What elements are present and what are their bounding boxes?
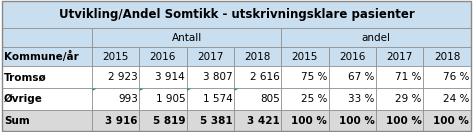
Polygon shape: [235, 89, 239, 91]
Bar: [281, 47, 329, 66]
Bar: [139, 88, 186, 110]
Bar: [376, 88, 423, 110]
Bar: [376, 110, 423, 131]
Text: andel: andel: [361, 33, 390, 43]
Text: Øvrige: Øvrige: [4, 94, 43, 104]
Polygon shape: [187, 89, 191, 91]
Text: 2017: 2017: [197, 52, 223, 62]
Polygon shape: [140, 89, 144, 91]
Text: 24 %: 24 %: [443, 94, 469, 104]
Bar: [139, 110, 186, 131]
Text: 100 %: 100 %: [433, 116, 469, 126]
Bar: [423, 66, 471, 88]
Bar: [186, 47, 234, 66]
Bar: [139, 47, 186, 66]
Text: 5 381: 5 381: [200, 116, 233, 126]
Text: 2016: 2016: [339, 52, 366, 62]
Text: 2015: 2015: [102, 52, 129, 62]
Text: 2018: 2018: [434, 52, 460, 62]
Bar: [329, 110, 376, 131]
Bar: [423, 88, 471, 110]
Bar: [234, 110, 281, 131]
Text: 100 %: 100 %: [339, 116, 375, 126]
Bar: [376, 66, 423, 88]
Text: 2018: 2018: [245, 52, 271, 62]
Text: 3 916: 3 916: [105, 116, 138, 126]
Text: 2017: 2017: [386, 52, 413, 62]
Bar: [234, 88, 281, 110]
Bar: [234, 47, 281, 66]
Text: 993: 993: [118, 94, 138, 104]
Text: Antall: Antall: [171, 33, 201, 43]
Bar: [139, 66, 186, 88]
Text: Tromsø: Tromsø: [4, 72, 47, 82]
Bar: [281, 28, 471, 47]
Text: 2015: 2015: [292, 52, 318, 62]
Bar: [186, 88, 234, 110]
Bar: [329, 66, 376, 88]
Bar: [92, 88, 139, 110]
Text: 2 616: 2 616: [250, 72, 280, 82]
Polygon shape: [92, 89, 96, 91]
Text: 75 %: 75 %: [301, 72, 327, 82]
Text: 3 807: 3 807: [203, 72, 233, 82]
Bar: [186, 66, 234, 88]
Bar: [2, 47, 92, 66]
Bar: [423, 110, 471, 131]
Bar: [2, 28, 92, 47]
Text: 100 %: 100 %: [386, 116, 422, 126]
Text: 67 %: 67 %: [348, 72, 375, 82]
Bar: [2, 66, 92, 88]
Bar: [329, 47, 376, 66]
Bar: [234, 66, 281, 88]
Text: 5 819: 5 819: [153, 116, 185, 126]
Text: 25 %: 25 %: [301, 94, 327, 104]
Bar: [2, 88, 92, 110]
Text: 3 914: 3 914: [156, 72, 185, 82]
Text: 1 905: 1 905: [156, 94, 185, 104]
Text: Kommune/år: Kommune/år: [4, 51, 79, 62]
Text: 2016: 2016: [149, 52, 176, 62]
Text: Sum: Sum: [4, 116, 30, 126]
Text: 29 %: 29 %: [395, 94, 422, 104]
Bar: [92, 28, 281, 47]
Bar: [186, 110, 234, 131]
Text: 33 %: 33 %: [348, 94, 375, 104]
Text: 1 574: 1 574: [203, 94, 233, 104]
Bar: [281, 66, 329, 88]
Bar: [329, 88, 376, 110]
Text: 71 %: 71 %: [395, 72, 422, 82]
Text: 805: 805: [260, 94, 280, 104]
Bar: [281, 110, 329, 131]
Bar: [92, 66, 139, 88]
Text: Utvikling/Andel Somtikk - utskrivningsklare pasienter: Utvikling/Andel Somtikk - utskrivningskl…: [59, 8, 414, 21]
Text: 2 923: 2 923: [108, 72, 138, 82]
Bar: [376, 47, 423, 66]
Bar: [423, 47, 471, 66]
Bar: [2, 110, 92, 131]
Bar: [2, 1, 471, 28]
Bar: [92, 47, 139, 66]
Text: 3 421: 3 421: [247, 116, 280, 126]
Text: 100 %: 100 %: [291, 116, 327, 126]
Text: 76 %: 76 %: [443, 72, 469, 82]
Bar: [92, 110, 139, 131]
Bar: [281, 88, 329, 110]
